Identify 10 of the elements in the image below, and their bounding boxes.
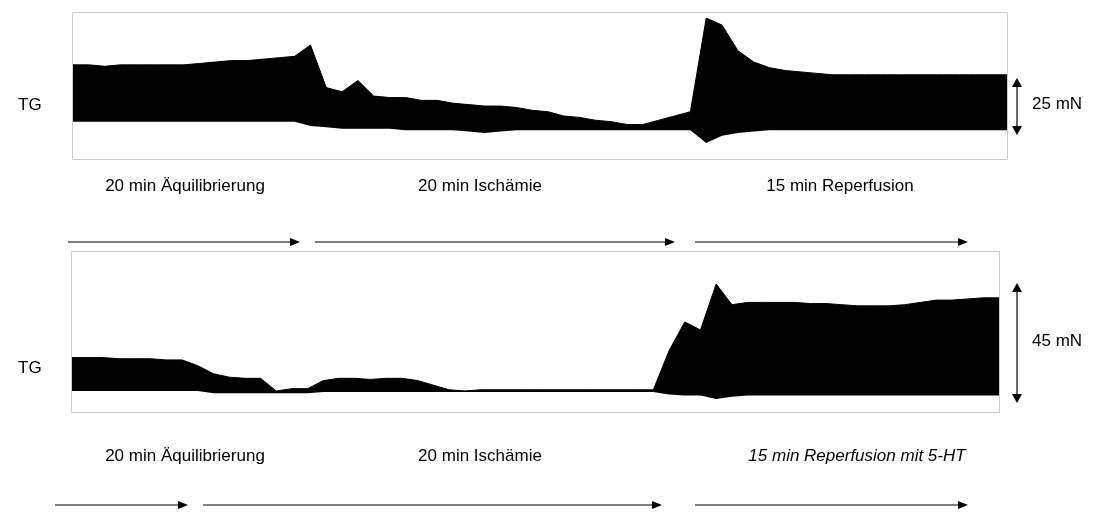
y-axis-title: TG [18, 95, 42, 115]
text: 20 min Ischämie [417, 176, 543, 196]
y-axis-title: TG [18, 358, 42, 378]
text: 20 min Äquilibrierung [104, 446, 266, 466]
text: 45 mN [1032, 331, 1083, 351]
text: 25 mN [1032, 94, 1083, 114]
text: 20 min Äquilibrierung [104, 176, 266, 196]
text: 15 min Reperfusion [765, 176, 915, 196]
text: 20 min Ischämie [417, 446, 543, 466]
text: 15 min Reperfusion mit 5-HT [747, 446, 968, 466]
